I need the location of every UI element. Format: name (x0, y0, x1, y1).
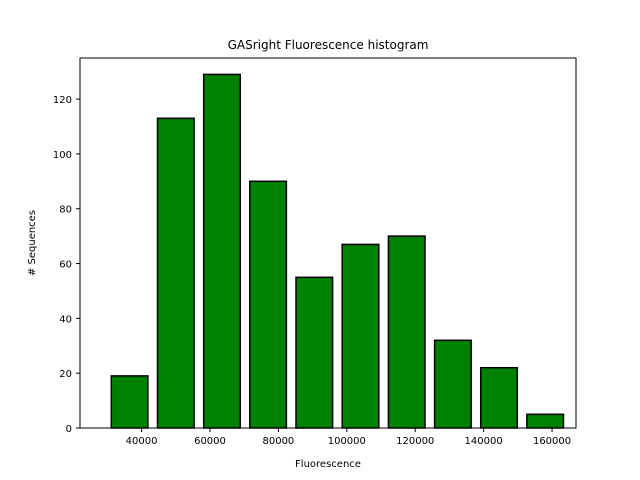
plot-frame (79, 57, 577, 429)
y-tick-label: 80 (59, 205, 72, 216)
histogram-bar (110, 375, 149, 429)
bars-group (110, 73, 565, 429)
x-tick-label: 140000 (465, 436, 503, 447)
y-axis-label: # Sequences (27, 210, 38, 276)
y-tick-label: 100 (53, 150, 72, 161)
histogram-bar (295, 276, 334, 429)
histogram-bar (202, 73, 242, 429)
histogram-bar (387, 235, 426, 429)
x-tick-label: 80000 (262, 436, 294, 447)
histogram-bar (249, 180, 288, 429)
y-tick-label: 0 (66, 424, 72, 435)
y-tick-label: 120 (53, 95, 72, 106)
y-tick-label: 20 (59, 369, 72, 380)
y-axis-ticks: 0 20 40 60 80 100 120 (53, 95, 80, 435)
x-axis-label: Fluorescence (295, 459, 361, 470)
histogram-bar (479, 366, 519, 429)
x-tick-label: 60000 (194, 436, 226, 447)
histogram-bar (526, 413, 565, 429)
y-tick-label: 40 (59, 314, 72, 325)
histogram-bar (433, 339, 472, 429)
x-tick-label: 100000 (328, 436, 366, 447)
histogram-bar (341, 243, 380, 429)
x-tick-label: 120000 (396, 436, 434, 447)
y-tick-label: 60 (59, 260, 72, 271)
x-tick-label: 160000 (533, 436, 571, 447)
histogram-bar (156, 117, 195, 429)
chart-title: GASright Fluorescence histogram (228, 38, 429, 52)
x-tick-label: 40000 (126, 436, 158, 447)
x-axis-ticks: 40000 60000 80000 100000 120000 140000 160000 (126, 428, 571, 447)
